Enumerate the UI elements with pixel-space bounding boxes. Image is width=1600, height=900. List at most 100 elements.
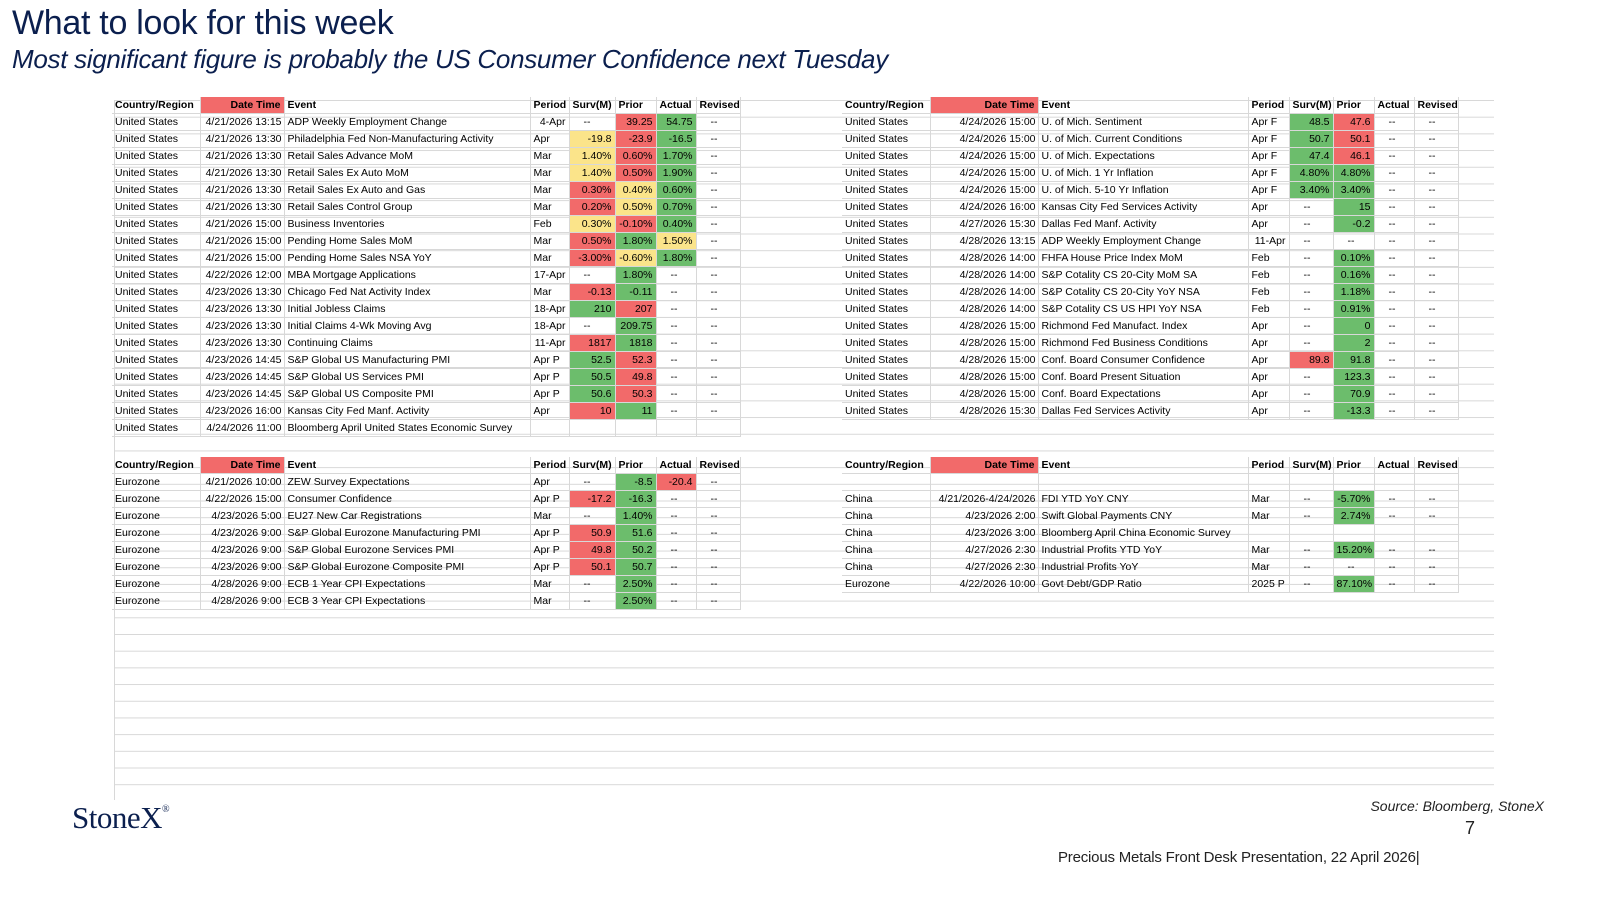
table-eurozone: Country/Region Date Time Event Period Surv(M… xyxy=(112,457,741,611)
column-header: Revised xyxy=(696,457,741,475)
cell-prior: 0.50% xyxy=(615,164,657,183)
cell-country: United States xyxy=(112,249,201,268)
cell-country: United States xyxy=(112,419,201,438)
cell-event: Retail Sales Ex Auto and Gas xyxy=(284,181,531,200)
cell-dt: 4/21/2026 15:00 xyxy=(200,232,285,251)
cell-prior: 51.6 xyxy=(615,524,657,543)
cell-country: United States xyxy=(842,164,931,183)
cell-event: Pending Home Sales MoM xyxy=(284,232,531,251)
cell-country: United States xyxy=(112,181,201,200)
cell-country: Eurozone xyxy=(112,507,201,526)
table-row: United States 4/21/2026 13:15 ADP Weekly E… xyxy=(112,113,741,132)
cell-revised: -- xyxy=(696,198,741,217)
cell-prior: 11 xyxy=(615,402,657,421)
column-header: Country/Region xyxy=(112,457,201,475)
cell-surv: 210 xyxy=(569,300,616,319)
cell-prior: 70.9 xyxy=(1333,385,1375,404)
cell-actual: -- xyxy=(1374,215,1415,234)
cell-event: Industrial Profits YoY xyxy=(1038,558,1249,576)
cell-event: U. of Mich. 1 Yr Inflation xyxy=(1038,164,1249,183)
table-row: United States 4/28/2026 15:00 Conf. Board … xyxy=(842,351,1459,370)
cell-dt: 4/24/2026 15:00 xyxy=(930,147,1039,166)
cell-country: Eurozone xyxy=(112,541,201,560)
cell-surv: -- xyxy=(1289,198,1334,217)
table-row: United States 4/28/2026 14:00 S&P Cotality… xyxy=(842,266,1459,285)
cell-prior: 207 xyxy=(615,300,657,319)
cell-surv: -- xyxy=(1289,368,1334,387)
cell-dt: 4/28/2026 15:00 xyxy=(930,334,1039,353)
cell-revised: -- xyxy=(696,147,741,166)
cell-revised: -- xyxy=(1414,130,1459,149)
cell-dt: 4/28/2026 14:00 xyxy=(930,249,1039,268)
table-row: United States 4/23/2026 13:30 Initial Clai… xyxy=(112,317,741,336)
cell-actual: -- xyxy=(1374,558,1415,576)
cell-event: S&P Global US Composite PMI xyxy=(284,385,531,404)
cell-dt: 4/27/2026 2:30 xyxy=(930,541,1039,559)
cell-surv: -- xyxy=(569,575,616,594)
cell-prior: 1.80% xyxy=(615,232,657,251)
cell-country: United States xyxy=(112,164,201,183)
cell-period: Mar xyxy=(530,283,570,302)
cell-country: China xyxy=(842,541,931,559)
cell-period: Apr P xyxy=(530,558,570,577)
cell-revised: -- xyxy=(696,558,741,577)
cell-event: S&P Global Eurozone Composite PMI xyxy=(284,558,531,577)
cell-surv: -0.13 xyxy=(569,283,616,302)
cell-revised: -- xyxy=(1414,507,1459,525)
cell-revised: -- xyxy=(1414,283,1459,302)
cell-period: Apr xyxy=(1248,368,1290,387)
cell-event: Swift Global Payments CNY xyxy=(1038,507,1249,525)
cell-period: Mar xyxy=(530,232,570,251)
cell-dt: 4/27/2026 2:30 xyxy=(930,558,1039,576)
table-row: United States 4/21/2026 15:00 Business Inv… xyxy=(112,215,741,234)
cell-surv: 50.6 xyxy=(569,385,616,404)
cell-country: Eurozone xyxy=(112,575,201,594)
cell-period: Mar xyxy=(1248,507,1290,525)
table-row: United States 4/24/2026 11:00 Bloomberg Ap… xyxy=(112,419,741,438)
cell-country: United States xyxy=(112,215,201,234)
cell-revised: -- xyxy=(696,130,741,149)
table-row: United States 4/24/2026 15:00 U. of Mich. … xyxy=(842,130,1459,149)
cell-revised: -- xyxy=(1414,232,1459,251)
cell-period: Apr F xyxy=(1248,181,1290,200)
cell-revised: -- xyxy=(696,215,741,234)
cell-dt: 4/21/2026 13:15 xyxy=(200,113,285,132)
column-header: Period xyxy=(530,97,570,115)
column-header: Event xyxy=(284,97,531,115)
cell-period: Mar xyxy=(530,198,570,217)
table-row: United States 4/22/2026 12:00 MBA Mortgage… xyxy=(112,266,741,285)
cell-dt: 4/22/2026 15:00 xyxy=(200,490,285,509)
cell-revised: -- xyxy=(1414,402,1459,421)
cell-dt: 4/21/2026 10:00 xyxy=(200,473,285,492)
cell-period: Mar xyxy=(530,164,570,183)
cell-dt: 4/22/2026 10:00 xyxy=(930,575,1039,593)
cell-event: Kansas City Fed Services Activity xyxy=(1038,198,1249,217)
cell-actual: -- xyxy=(1374,164,1415,183)
table-row: United States 4/28/2026 15:00 Conf. Board … xyxy=(842,385,1459,404)
table-row: Eurozone 4/23/2026 9:00 S&P Global Eurozon… xyxy=(112,524,741,543)
cell-revised: -- xyxy=(696,283,741,302)
table-row: United States 4/23/2026 14:45 S&P Global U… xyxy=(112,351,741,370)
table-row: United States 4/28/2026 15:00 Conf. Board … xyxy=(842,368,1459,387)
cell-actual: -- xyxy=(656,283,697,302)
cell-surv: -- xyxy=(1289,507,1334,525)
cell-country: United States xyxy=(112,266,201,285)
cell-revised: -- xyxy=(1414,113,1459,132)
cell-event: ECB 1 Year CPI Expectations xyxy=(284,575,531,594)
cell-prior: -13.3 xyxy=(1333,402,1375,421)
cell-period: Apr xyxy=(530,473,570,492)
cell-prior xyxy=(1333,524,1375,542)
cell-actual: 1.80% xyxy=(656,249,697,268)
cell-dt: 4/28/2026 9:00 xyxy=(200,592,285,611)
cell-surv: -- xyxy=(1289,541,1334,559)
table-row: United States 4/28/2026 14:00 S&P Cotality… xyxy=(842,300,1459,319)
column-header: Surv(M) xyxy=(569,457,616,475)
cell-period: Apr xyxy=(1248,317,1290,336)
column-header: Date Time xyxy=(930,97,1039,115)
cell-actual xyxy=(656,419,697,438)
cell-surv: -- xyxy=(569,317,616,336)
cell-actual: -- xyxy=(1374,181,1415,200)
cell-actual: -- xyxy=(656,266,697,285)
cell-revised: -- xyxy=(1414,198,1459,217)
cell-actual: -- xyxy=(1374,300,1415,319)
